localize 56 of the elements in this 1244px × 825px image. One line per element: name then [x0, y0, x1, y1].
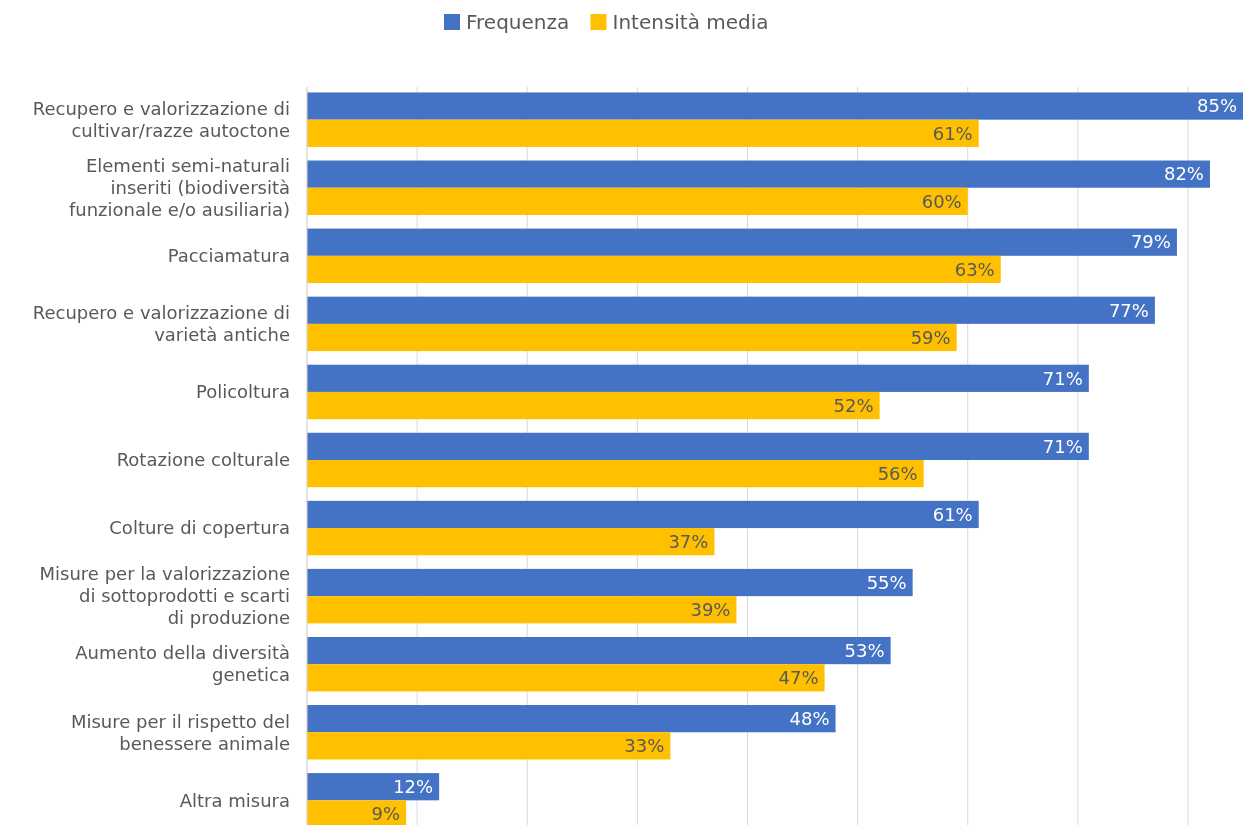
bar — [307, 228, 1177, 256]
bar — [307, 391, 880, 420]
legend-label: Intensità media — [612, 10, 769, 34]
data-label: 77% — [1108, 299, 1149, 321]
data-label: 39% — [690, 599, 731, 621]
bar — [307, 664, 825, 692]
y-tick-label: Aumento della diversità genetica — [75, 642, 290, 686]
y-tick-label: Recupero e valorizzazione di varietà antiche — [32, 302, 290, 346]
y-tick-label: Rotazione colturale — [116, 449, 290, 471]
bar — [307, 460, 924, 488]
data-label: 61% — [932, 122, 973, 144]
y-tick-label: Misure per la valorizzazione di sottoprodotti e scarti di produzione — [39, 563, 290, 629]
data-label: 71% — [1042, 435, 1083, 457]
bar — [307, 187, 968, 215]
data-label: 55% — [866, 571, 907, 593]
data-label: 37% — [668, 530, 709, 552]
data-label: 60% — [921, 190, 962, 212]
bar — [307, 92, 1243, 120]
data-label: 52% — [833, 394, 874, 416]
data-label: 85% — [1196, 95, 1237, 117]
y-tick-label: Recupero e valorizzazione di cultivar/razze autoctone — [32, 97, 290, 141]
data-label: 9% — [371, 803, 401, 825]
data-label: 53% — [844, 639, 885, 661]
data-label: 47% — [778, 667, 819, 689]
bar — [307, 255, 1001, 284]
bar — [307, 705, 836, 733]
data-label: 61% — [932, 503, 973, 525]
data-label: 63% — [954, 258, 995, 280]
data-label: 33% — [624, 735, 665, 757]
data-label: 12% — [393, 776, 434, 798]
data-label: 79% — [1130, 231, 1171, 253]
data-label: 56% — [877, 462, 918, 484]
bar — [307, 500, 979, 529]
y-tick-label: Misure per il rispetto del benessere animale — [70, 710, 290, 754]
data-label: 59% — [910, 326, 951, 348]
y-tick-label: Elementi semi-naturali inseriti (biodiversità funzionale e/o ausiliaria) — [68, 155, 290, 221]
y-tick-label: Altra misura — [179, 789, 290, 811]
bar — [307, 160, 1210, 188]
bar — [307, 528, 715, 556]
data-label: 48% — [789, 707, 830, 729]
data-label: 82% — [1163, 163, 1204, 185]
bar — [307, 364, 1089, 392]
bar — [307, 773, 440, 801]
y-tick-label: Pacciamatura — [167, 245, 290, 267]
bar — [307, 119, 979, 147]
bar — [307, 568, 913, 597]
y-tick-label: Colture di copertura — [109, 517, 290, 539]
bar — [307, 732, 671, 760]
bar — [307, 296, 1155, 324]
bar — [307, 636, 891, 665]
data-label: 71% — [1042, 367, 1083, 389]
bar — [307, 596, 737, 624]
bar — [307, 432, 1089, 460]
y-tick-label: Policoltura — [195, 381, 290, 403]
bar — [307, 323, 957, 352]
legend-label: Frequenza — [466, 10, 570, 34]
